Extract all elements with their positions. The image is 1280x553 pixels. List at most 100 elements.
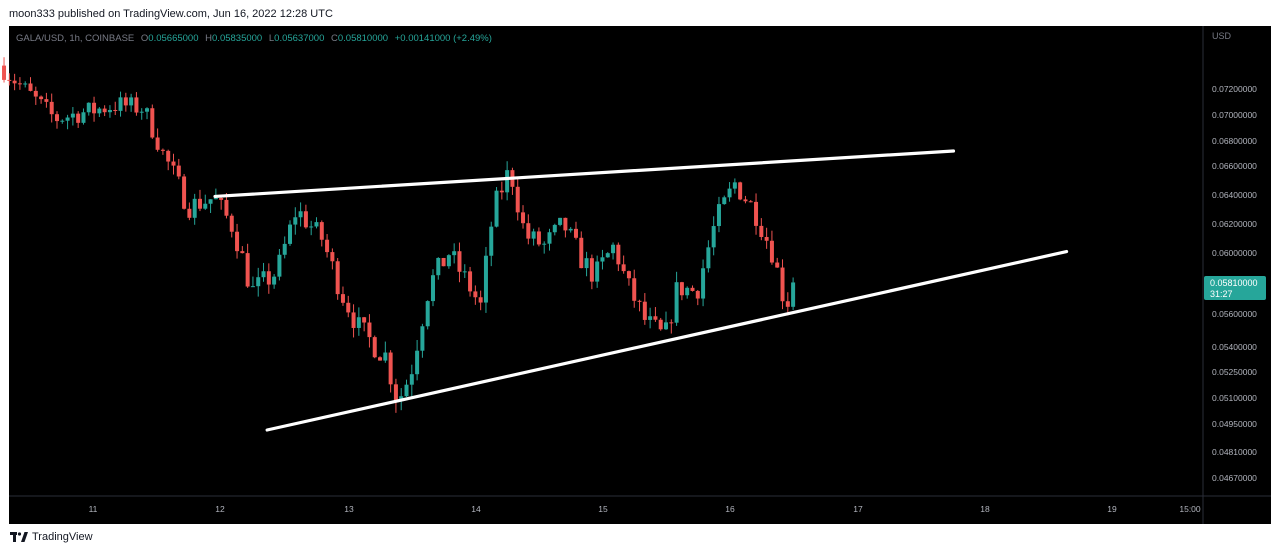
candle-body xyxy=(526,223,531,239)
trendline-lower xyxy=(265,249,1069,432)
chart-area[interactable] xyxy=(9,26,1271,524)
candle-body xyxy=(430,275,435,302)
candle-body xyxy=(494,190,499,227)
candle-body xyxy=(642,301,647,320)
candle-body xyxy=(780,267,785,302)
candle-body xyxy=(573,228,578,238)
candle-body xyxy=(288,224,293,244)
candle-body xyxy=(611,244,616,254)
candle-body xyxy=(351,312,356,328)
candle-body xyxy=(552,224,557,233)
candle-body xyxy=(536,231,541,245)
candle-body xyxy=(785,301,790,307)
candle-body xyxy=(298,211,303,218)
y-tick-label: 0.04810000 xyxy=(1212,447,1257,457)
candle-body xyxy=(473,291,478,298)
candle-body xyxy=(372,337,377,358)
candle-body xyxy=(621,264,626,272)
candle-body xyxy=(436,257,441,276)
candle-body xyxy=(17,83,22,85)
candle-body xyxy=(388,352,393,385)
candle-body xyxy=(97,108,102,114)
candle-body xyxy=(192,198,197,218)
candle-body xyxy=(261,271,266,278)
last-price-tag: 0.05810000 31:27 xyxy=(1204,276,1266,300)
candle-body xyxy=(505,170,510,193)
candle-body xyxy=(150,108,155,138)
candle-body xyxy=(393,384,398,401)
candle-body xyxy=(129,97,134,106)
candle-body xyxy=(626,271,631,279)
candle-body xyxy=(155,137,160,150)
candle-body xyxy=(293,217,298,225)
candle-body xyxy=(664,322,669,330)
x-tick-label: 16 xyxy=(725,504,735,514)
x-tick-label: 12 xyxy=(215,504,225,514)
candle-body xyxy=(28,83,33,91)
x-tick-label: 15:00 xyxy=(1179,504,1201,514)
candle-body xyxy=(378,357,383,361)
candle-body xyxy=(499,190,504,193)
candle-body xyxy=(356,317,361,328)
x-tick-label: 19 xyxy=(1107,504,1117,514)
low-key: L xyxy=(268,33,275,44)
candle-body xyxy=(102,108,107,113)
candle-body xyxy=(515,186,520,213)
currency-label: USD xyxy=(1212,31,1232,41)
candle-body xyxy=(531,231,536,239)
low-value: 0.05637000 xyxy=(274,33,325,44)
candle-body xyxy=(44,99,49,102)
y-tick-label: 0.07200000 xyxy=(1212,84,1257,94)
candle-body xyxy=(404,384,409,397)
footer: TradingView xyxy=(10,531,93,543)
candle-body xyxy=(462,271,467,273)
candle-body xyxy=(39,96,44,100)
candle-body xyxy=(176,165,181,177)
candle-body xyxy=(92,102,97,114)
candle-body xyxy=(759,225,764,237)
candle-body xyxy=(362,317,367,323)
candle-body xyxy=(277,254,282,277)
candle-body xyxy=(600,257,605,262)
candle-body xyxy=(690,287,695,291)
candle-body xyxy=(171,161,176,166)
x-tick-label: 17 xyxy=(853,504,863,514)
candle-body xyxy=(425,301,430,327)
candle-body xyxy=(250,286,255,288)
candle-body xyxy=(23,83,28,85)
candle-body xyxy=(182,176,187,209)
candle-body xyxy=(584,258,589,269)
candle-body xyxy=(452,251,457,256)
candle-body xyxy=(123,97,128,106)
y-tick-label: 0.05250000 xyxy=(1212,367,1257,377)
candle-body xyxy=(716,204,721,227)
candle-body xyxy=(764,236,769,241)
candle-body xyxy=(674,282,679,323)
y-tick-label: 0.07000000 xyxy=(1212,110,1257,120)
candle-body xyxy=(568,228,573,231)
candle-body xyxy=(208,199,213,204)
candle-body xyxy=(563,217,568,231)
footer-brand: TradingView xyxy=(32,531,93,543)
candle-body xyxy=(65,117,70,121)
candle-body xyxy=(595,261,600,282)
candle-body xyxy=(637,300,642,302)
candle-body xyxy=(658,319,663,330)
candle-body xyxy=(187,208,192,218)
candle-body xyxy=(229,215,234,232)
candle-body xyxy=(272,276,277,285)
y-tick-label: 0.06400000 xyxy=(1212,190,1257,200)
candle-body xyxy=(446,255,451,267)
candle-body xyxy=(669,322,674,324)
candle-body xyxy=(219,197,224,200)
candle-body xyxy=(775,262,780,268)
time-axis: 11 12 13 14 15 16 17 18 19 15:00 xyxy=(89,504,1201,514)
change-value: +0.00141000 (+2.49%) xyxy=(394,33,492,44)
candle-body xyxy=(235,231,240,252)
candle-body xyxy=(415,350,420,375)
candle-body xyxy=(256,277,261,287)
close-key: C xyxy=(331,33,338,44)
y-tick-label: 0.05400000 xyxy=(1212,342,1257,352)
candle-body xyxy=(679,282,684,296)
